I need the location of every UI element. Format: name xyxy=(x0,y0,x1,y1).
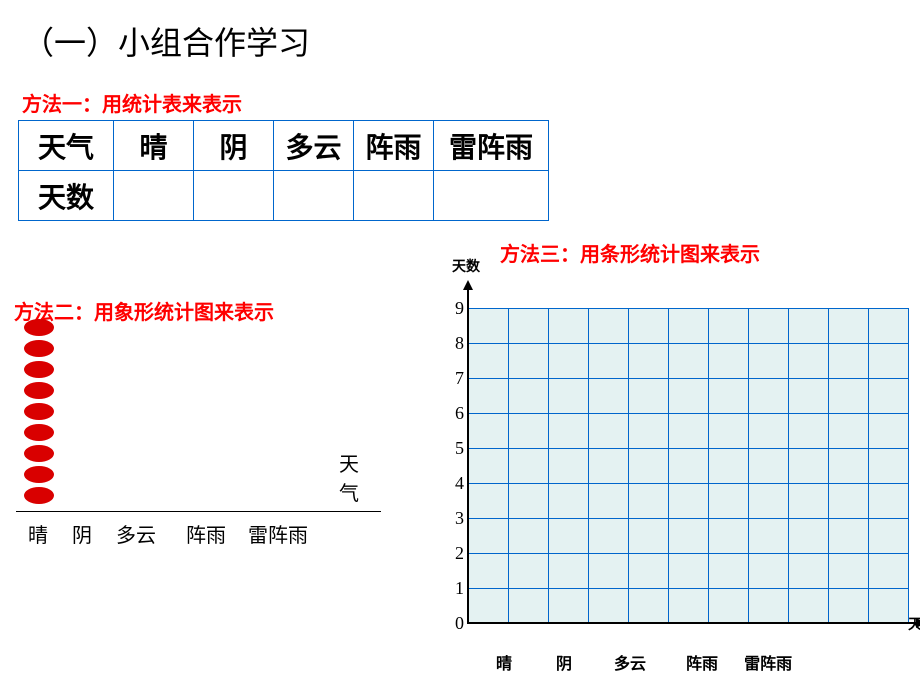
grid-hline xyxy=(468,553,908,554)
barchart-cat-label: 阴 xyxy=(556,650,572,674)
table-row-header: 天气 晴 阴 多云 阵雨 雷阵雨 xyxy=(19,121,549,171)
pictograph-cat-label: 雷阵雨 xyxy=(248,519,308,548)
y-tick-label: 4 xyxy=(448,473,464,494)
grid-vline xyxy=(628,308,629,623)
grid-hline xyxy=(468,378,908,379)
grid-hline xyxy=(468,343,908,344)
pictograph-x-axis-label: 天气 xyxy=(339,448,366,506)
val-2 xyxy=(274,171,354,221)
y-tick-label: 3 xyxy=(448,508,464,529)
pictograph-x-axis xyxy=(16,511,381,513)
grid-hline xyxy=(468,518,908,519)
grid-hline xyxy=(468,308,908,309)
page-title: （一）小组合作学习 xyxy=(22,18,310,64)
oval-icon xyxy=(24,319,54,336)
cat-1: 阴 xyxy=(194,121,274,171)
grid-vline xyxy=(588,308,589,623)
barchart-cat-label: 多云 xyxy=(614,650,646,674)
y-tick-label: 6 xyxy=(448,403,464,424)
x-axis-title: 天气 xyxy=(908,614,920,634)
oval-icon xyxy=(24,382,54,399)
barchart-cat-label: 阵雨 xyxy=(686,650,718,674)
y-axis-title: 天数 xyxy=(452,256,480,276)
grid-hline xyxy=(468,413,908,414)
pictograph-categories: 晴阴多云 阵雨雷阵雨 xyxy=(28,519,308,548)
y-tick-label: 5 xyxy=(448,438,464,459)
grid-vline xyxy=(668,308,669,623)
grid-hline xyxy=(468,483,908,484)
val-3 xyxy=(354,171,434,221)
cat-3: 阵雨 xyxy=(354,121,434,171)
y-tick-label: 0 xyxy=(448,613,464,634)
val-1 xyxy=(194,171,274,221)
oval-icon xyxy=(24,340,54,357)
row2-header: 天数 xyxy=(19,171,114,221)
pictograph-cat-label: 多云 xyxy=(116,519,156,548)
barchart-cat-label: 雷阵雨 xyxy=(744,650,792,674)
y-axis-line xyxy=(467,286,469,624)
cat-0: 晴 xyxy=(114,121,194,171)
row1-header: 天气 xyxy=(19,121,114,171)
pictograph-cat-label: 阵雨 xyxy=(186,519,226,548)
y-tick-label: 8 xyxy=(448,333,464,354)
x-axis-line xyxy=(468,622,920,624)
grid-vline xyxy=(508,308,509,623)
pictograph-cat-label: 晴 xyxy=(28,519,48,548)
grid-hline xyxy=(468,448,908,449)
grid-vline xyxy=(708,308,709,623)
oval-icon xyxy=(24,445,54,462)
table-row-data: 天数 xyxy=(19,171,549,221)
grid-vline xyxy=(788,308,789,623)
grid-vline xyxy=(548,308,549,623)
chart-grid xyxy=(468,308,908,623)
grid-vline xyxy=(748,308,749,623)
val-4 xyxy=(434,171,549,221)
barchart-x-labels: 晴 阴 多云 阵雨 雷阵雨 xyxy=(496,650,792,674)
oval-icon xyxy=(24,466,54,483)
cat-4: 雷阵雨 xyxy=(434,121,549,171)
y-tick-label: 2 xyxy=(448,543,464,564)
y-axis-arrow xyxy=(463,280,473,290)
grid-vline xyxy=(828,308,829,623)
barchart-cat-label: 晴 xyxy=(496,650,512,674)
pictograph-cat-label: 阴 xyxy=(72,519,92,548)
pictograph-chart: 天气 晴阴多云 阵雨雷阵雨 xyxy=(16,323,366,568)
method1-label: 方法一：用统计表来表示 xyxy=(22,88,242,117)
y-tick-label: 1 xyxy=(448,578,464,599)
grid-vline xyxy=(868,308,869,623)
oval-icon xyxy=(24,487,54,504)
y-tick-label: 9 xyxy=(448,298,464,319)
oval-icon xyxy=(24,424,54,441)
stat-table-container: 天气 晴 阴 多云 阵雨 雷阵雨 天数 xyxy=(18,120,549,221)
oval-icon xyxy=(24,361,54,378)
grid-vline xyxy=(908,308,909,623)
grid-hline xyxy=(468,588,908,589)
oval-icon xyxy=(24,403,54,420)
y-tick-label: 7 xyxy=(448,368,464,389)
barchart: 天数 天气 0 1 2 3 4 5 6 7 8 9 晴 阴 多云 阵雨 雷阵雨 xyxy=(440,256,920,686)
stat-table: 天气 晴 阴 多云 阵雨 雷阵雨 天数 xyxy=(18,120,549,221)
oval-stack xyxy=(24,319,54,508)
val-0 xyxy=(114,171,194,221)
cat-2: 多云 xyxy=(274,121,354,171)
